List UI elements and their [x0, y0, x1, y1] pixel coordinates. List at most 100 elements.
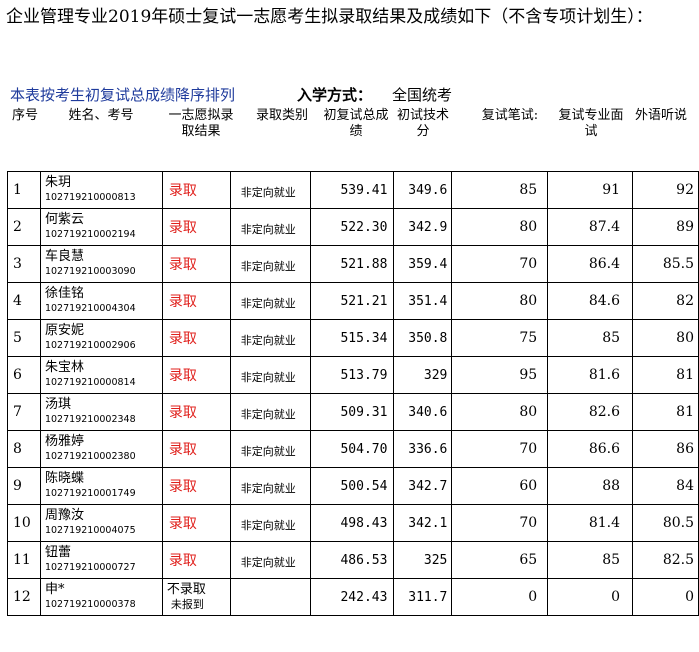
cell-lang: 85.5	[632, 245, 699, 283]
cell-name: 原安妮 102719210002906	[39, 319, 163, 357]
cell-pro: 91	[547, 171, 634, 209]
cell-pro: 86.6	[547, 430, 634, 468]
candidate-id: 102719210004304	[44, 303, 136, 314]
cell-pro: 88	[547, 467, 634, 505]
header-pro: 复试专业面试	[558, 108, 624, 139]
result-text: 录取	[168, 479, 197, 495]
cell-seq: 7	[7, 393, 41, 431]
candidate-id: 102719210002380	[44, 451, 136, 462]
cell-result: 录取	[161, 356, 231, 394]
candidate-name: 周豫汝	[44, 508, 84, 523]
candidate-id: 102719210000378	[44, 599, 136, 610]
candidate-name: 申*	[44, 582, 65, 597]
cell-type: 非定向就业	[229, 393, 311, 431]
cell-type: 非定向就业	[229, 504, 311, 542]
cell-first: 350.8	[393, 319, 453, 357]
candidate-name: 陈晓蝶	[44, 471, 84, 486]
candidate-name: 何紫云	[44, 212, 84, 227]
table-row: 12 申* 102719210000378 不录取 未报到 242.43 311.7 0 0 0	[7, 578, 699, 616]
cell-lang: 92	[632, 171, 699, 209]
cell-name: 杨雅婷 102719210002380	[39, 430, 163, 468]
candidate-id: 102719210001749	[44, 488, 136, 499]
result-text: 录取	[168, 183, 197, 199]
candidate-id: 102719210000814	[44, 377, 136, 388]
cell-first: 351.4	[393, 282, 453, 320]
table-row: 5 原安妮 102719210002906 录取 非定向就业 515.34 350.8 75 8…	[7, 319, 699, 357]
result-text: 录取	[168, 220, 197, 236]
cell-seq: 1	[7, 171, 41, 209]
cell-written: 70	[451, 430, 549, 468]
cell-pro: 85	[547, 319, 634, 357]
cell-written: 65	[451, 541, 549, 579]
cell-total: 539.41	[309, 171, 395, 209]
cell-total: 500.54	[309, 467, 395, 505]
candidate-name: 朱宝林	[44, 360, 84, 375]
cell-name: 周豫汝 102719210004075	[39, 504, 163, 542]
cell-pro: 82.6	[547, 393, 634, 431]
cell-total: 504.70	[309, 430, 395, 468]
table-row: 10 周豫汝 102719210004075 录取 非定向就业 498.43 342.1 70…	[7, 504, 699, 542]
header-seq: 序号	[12, 108, 39, 123]
header-lang: 外语听说	[634, 108, 687, 123]
candidate-name: 原安妮	[44, 323, 84, 338]
cell-first: 311.7	[393, 578, 453, 616]
result-text: 录取	[168, 257, 197, 273]
cell-name: 徐佳铭 102719210004304	[39, 282, 163, 320]
admission-label: 入学方式：	[297, 86, 373, 104]
cell-pro: 0	[547, 578, 634, 616]
cell-written: 75	[451, 319, 549, 357]
table-row: 2 何紫云 102719210002194 录取 非定向就业 522.30 342.9 80 8…	[7, 208, 699, 246]
candidate-id: 102719210002348	[44, 414, 136, 425]
table-row: 8 杨雅婷 102719210002380 录取 非定向就业 504.70 336.6 70 8…	[7, 430, 699, 468]
candidate-name: 车良慧	[44, 249, 84, 264]
cell-seq: 10	[7, 504, 41, 542]
cell-written: 80	[451, 282, 549, 320]
page-title: 企业管理专业2019年硕士复试一志愿考生拟录取结果及成绩如下（不含专项计划生）：	[6, 7, 653, 27]
candidate-id: 102719210004075	[44, 525, 136, 536]
cell-lang: 84	[632, 467, 699, 505]
header-total: 初复试总成绩	[323, 108, 389, 139]
cell-type: 非定向就业	[229, 171, 311, 209]
cell-result: 录取	[161, 541, 231, 579]
candidate-id: 102719210000727	[44, 562, 136, 573]
header-written: 复试笔试:	[481, 108, 539, 123]
cell-result: 录取	[161, 171, 231, 209]
cell-total: 522.30	[309, 208, 395, 246]
candidate-name: 朱玥	[44, 175, 71, 190]
cell-written: 70	[451, 504, 549, 542]
cell-pro: 87.4	[547, 208, 634, 246]
cell-total: 486.53	[309, 541, 395, 579]
header-first: 初试技术分	[396, 108, 449, 139]
admission-value: 全国统考	[392, 86, 453, 104]
cell-first: 342.1	[393, 504, 453, 542]
cell-result: 录取	[161, 504, 231, 542]
cell-first: 342.7	[393, 467, 453, 505]
cell-type: 非定向就业	[229, 245, 311, 283]
cell-pro: 81.4	[547, 504, 634, 542]
result-text: 录取	[168, 405, 197, 421]
cell-name: 申* 102719210000378	[39, 578, 163, 616]
result-subtext: 未报到	[170, 598, 204, 611]
cell-pro: 85	[547, 541, 634, 579]
cell-name: 钮蕾 102719210000727	[39, 541, 163, 579]
cell-lang: 80	[632, 319, 699, 357]
cell-first: 359.4	[393, 245, 453, 283]
cell-written: 80	[451, 393, 549, 431]
cell-type: 非定向就业	[229, 467, 311, 505]
cell-total: 521.88	[309, 245, 395, 283]
sort-note: 本表按考生初复试总成绩降序排列	[10, 86, 236, 104]
cell-result: 录取	[161, 208, 231, 246]
cell-name: 车良慧 102719210003090	[39, 245, 163, 283]
cell-type	[229, 578, 311, 616]
result-text: 录取	[168, 553, 197, 569]
result-text: 录取	[168, 442, 197, 458]
cell-first: 349.6	[393, 171, 453, 209]
table-row: 6 朱宝林 102719210000814 录取 非定向就业 513.79 329 95 81.…	[7, 356, 699, 394]
cell-seq: 8	[7, 430, 41, 468]
cell-seq: 6	[7, 356, 41, 394]
candidate-id: 102719210002906	[44, 340, 136, 351]
cell-seq: 4	[7, 282, 41, 320]
cell-total: 515.34	[309, 319, 395, 357]
cell-lang: 0	[632, 578, 699, 616]
cell-total: 498.43	[309, 504, 395, 542]
